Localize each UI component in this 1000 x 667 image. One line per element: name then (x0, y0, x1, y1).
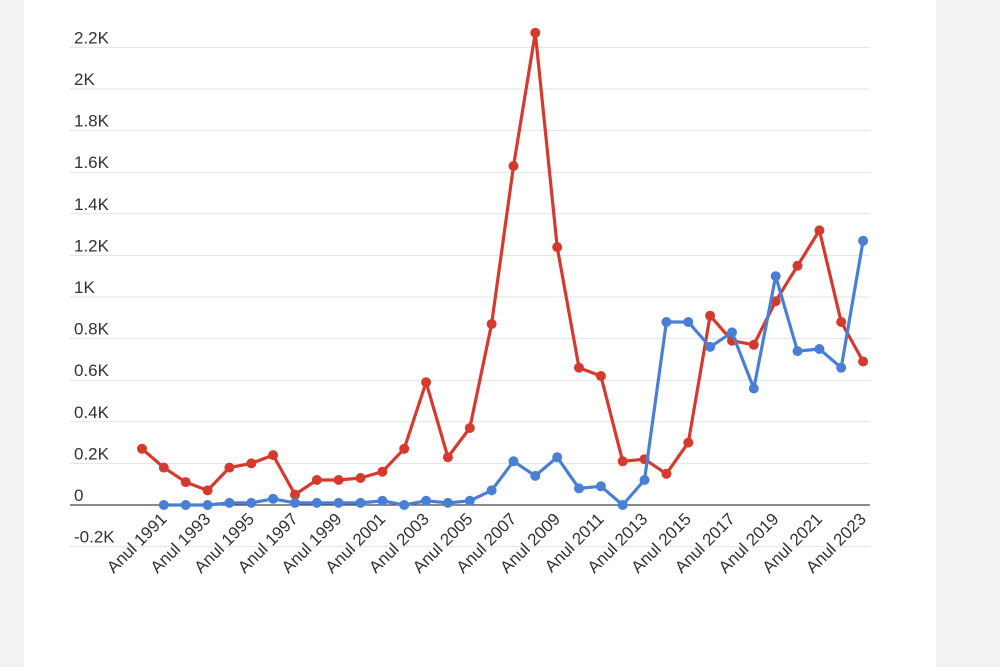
series-1-point[interactable] (137, 443, 147, 454)
series-2-point[interactable] (552, 452, 563, 463)
series-2-point[interactable] (158, 500, 169, 510)
y-tick-label: 0 (74, 486, 83, 505)
series-1-point[interactable] (595, 371, 606, 381)
series-2-point[interactable] (268, 493, 279, 504)
series-1-point[interactable] (442, 452, 453, 463)
series-1-point[interactable] (333, 475, 344, 485)
line-chart: -0.2K 0 0.2K 0.4K 0.6K 0.8K 1K 1.2K 1.4K 1.6K 1.8K… (70, 27, 870, 577)
chart-card: -0.2K 0 0.2K 0.4K 0.6K 0.8K 1K 1.2K 1.4K 1.6K 1.8K… (24, 0, 936, 667)
series-1-point[interactable] (246, 458, 257, 469)
series-2-point[interactable] (770, 271, 781, 282)
series-1-point[interactable] (158, 462, 169, 473)
series-2-point[interactable] (464, 495, 475, 506)
y-tick-label: 1.4K (74, 195, 110, 214)
series-2-point[interactable] (246, 497, 257, 508)
series-2-point[interactable] (617, 500, 628, 510)
y-tick-label: 0.8K (74, 320, 110, 339)
series-2-point[interactable] (421, 495, 432, 506)
series-1-point[interactable] (530, 27, 541, 38)
series-2-point[interactable] (486, 485, 497, 496)
series-1-point[interactable] (224, 462, 235, 473)
series-2-point[interactable] (683, 317, 694, 327)
series-1-point[interactable] (770, 296, 781, 307)
series-1-point[interactable] (508, 161, 519, 171)
series-1-point[interactable] (180, 477, 191, 488)
y-tick-label: 1K (74, 278, 95, 297)
series-1-line (140, 31, 865, 497)
series-2-point[interactable] (814, 344, 825, 354)
series-1-point[interactable] (836, 317, 847, 327)
series-2-point[interactable] (595, 481, 606, 492)
series-1-point[interactable] (202, 485, 213, 496)
series-1-point[interactable] (421, 377, 432, 388)
series-2-point[interactable] (792, 346, 803, 357)
series-1-point[interactable] (311, 475, 322, 485)
y-tick-label: 2K (74, 70, 95, 89)
y-tick-label: 1.2K (74, 236, 110, 255)
series-2-point[interactable] (355, 497, 366, 508)
series-1-point[interactable] (552, 242, 563, 253)
series-2-point[interactable] (442, 497, 453, 508)
y-tick-label: -0.2K (74, 528, 115, 547)
series-2-point[interactable] (290, 497, 300, 508)
series-2-point[interactable] (311, 497, 322, 508)
series-2-point[interactable] (180, 500, 191, 510)
series-1-point[interactable] (399, 443, 410, 454)
series-2-point[interactable] (836, 362, 847, 373)
series-1-point[interactable] (290, 489, 300, 500)
series-1-point[interactable] (377, 466, 388, 477)
series-1-point[interactable] (705, 310, 716, 321)
y-tick-label: 1.8K (74, 112, 110, 131)
series-2-point[interactable] (858, 235, 869, 246)
y-tick-label: 1.6K (74, 153, 110, 172)
series-1-point[interactable] (464, 423, 475, 433)
series-2-point[interactable] (202, 500, 213, 510)
series-2-point[interactable] (661, 317, 672, 327)
y-tick-label: 0.2K (74, 444, 110, 463)
series-2-point[interactable] (224, 497, 235, 508)
series-2-point[interactable] (574, 483, 584, 494)
series-1-point[interactable] (748, 339, 759, 350)
series-1-point[interactable] (268, 450, 279, 461)
series-1-point[interactable] (661, 468, 672, 479)
y-tick-label: 0.6K (74, 361, 110, 380)
series-1-point[interactable] (486, 319, 497, 329)
y-tick-label: 2.2K (74, 28, 110, 47)
series-2-point[interactable] (727, 327, 737, 338)
y-tick-label: 0.4K (74, 403, 110, 422)
series-1-point[interactable] (617, 456, 628, 467)
series-1-point[interactable] (355, 473, 366, 483)
series-1-point[interactable] (858, 356, 869, 367)
series-1-point[interactable] (792, 260, 803, 271)
series-1-point[interactable] (574, 362, 584, 373)
series-2-point[interactable] (748, 383, 759, 394)
series-2-point[interactable] (705, 341, 716, 352)
series-1-point[interactable] (814, 225, 825, 236)
series-2-point[interactable] (530, 470, 541, 481)
series-2-point[interactable] (399, 500, 410, 510)
series-2-point[interactable] (639, 475, 650, 485)
series-1-point[interactable] (683, 437, 694, 448)
series-2-point[interactable] (508, 456, 519, 467)
series-2-point[interactable] (333, 497, 344, 508)
series-2-point[interactable] (377, 495, 388, 506)
